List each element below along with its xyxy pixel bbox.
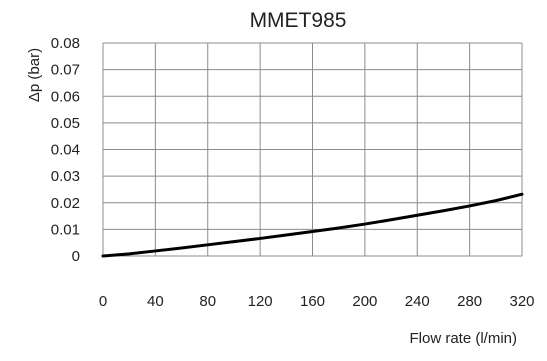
x-tick-label: 240	[405, 293, 430, 310]
x-tick-label: 280	[457, 293, 482, 310]
x-tick-label: 320	[509, 293, 534, 310]
x-tick-label: 0	[99, 293, 107, 310]
y-tick-label: 0.01	[51, 221, 80, 238]
x-tick-label: 120	[248, 293, 273, 310]
y-tick-label: 0.02	[51, 195, 80, 212]
x-axis-ticks: 0 40 80 120 160 200 240 280 320	[99, 293, 535, 310]
y-axis-label: Δp (bar)	[26, 48, 43, 102]
series-layer	[101, 192, 524, 258]
y-tick-label: 0.07	[51, 62, 80, 79]
y-tick-label: 0.04	[51, 142, 80, 159]
x-tick-label: 80	[199, 293, 216, 310]
x-tick-label: 200	[352, 293, 377, 310]
series-line-0	[101, 192, 524, 258]
chart-title: MMET985	[250, 9, 347, 32]
y-tick-label: 0.03	[51, 168, 80, 185]
x-tick-label: 160	[300, 293, 325, 310]
y-axis-ticks: 0 0.01 0.02 0.03 0.04 0.05 0.06 0.07 0.08	[51, 35, 80, 265]
y-tick-label: 0.05	[51, 115, 80, 132]
x-axis-label: Flow rate (l/min)	[409, 330, 517, 347]
y-tick-label: 0	[72, 248, 80, 265]
x-tick-label: 40	[147, 293, 164, 310]
grid	[102, 42, 523, 257]
y-tick-label: 0.08	[51, 35, 80, 52]
y-tick-label: 0.06	[51, 88, 80, 105]
